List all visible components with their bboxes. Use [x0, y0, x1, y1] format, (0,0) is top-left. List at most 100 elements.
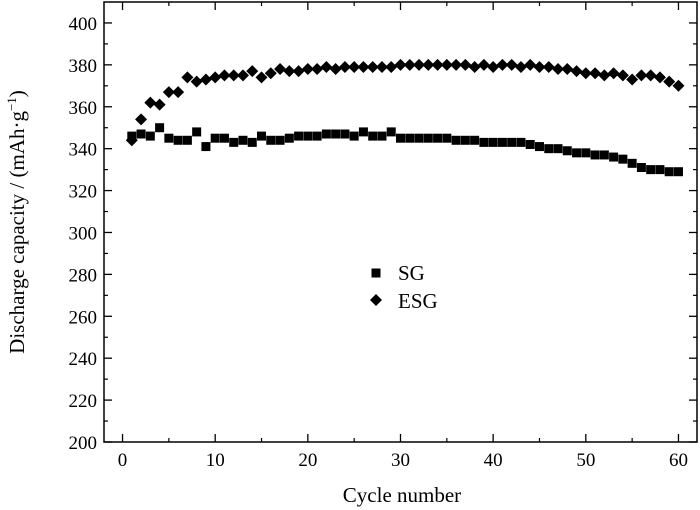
esg-point [236, 69, 249, 82]
esg-point [459, 58, 472, 71]
esg-point [505, 58, 518, 71]
y-tick-label: 220 [69, 391, 98, 412]
esg-point [255, 71, 268, 84]
sg-point [414, 133, 424, 143]
legend: SG ESG [370, 261, 438, 313]
sg-point [377, 131, 387, 141]
sg-point [155, 123, 165, 133]
esg-point [514, 60, 527, 73]
sg-point [284, 133, 294, 143]
esg-point [366, 60, 379, 73]
esg-point [626, 73, 639, 86]
esg-point [264, 67, 277, 80]
esg-point [542, 60, 555, 73]
esg-point [162, 86, 175, 99]
sg-point [673, 167, 683, 177]
sg-point [275, 135, 285, 145]
sg-point [562, 146, 572, 156]
sg-point [664, 167, 674, 177]
sg-point [516, 137, 526, 147]
sg-point [136, 129, 146, 139]
sg-point [229, 137, 239, 147]
esg-point [616, 69, 629, 82]
esg-point [311, 63, 324, 76]
esg-point [644, 69, 657, 82]
sg-point [164, 133, 174, 143]
y-tick-label: 300 [69, 223, 98, 244]
sg-point [442, 133, 452, 143]
esg-point [125, 134, 138, 147]
esg-point [375, 60, 388, 73]
legend-esg-label: ESG [398, 289, 438, 313]
sg-point [201, 142, 211, 152]
esg-point [144, 96, 157, 109]
y-axis-title: Discharge capacity / (mAh·g−1) [4, 90, 29, 354]
x-tick-label: 20 [298, 450, 317, 471]
esg-point [190, 75, 203, 88]
esg-point [477, 58, 490, 71]
sg-point [405, 133, 415, 143]
esg-point [181, 71, 194, 84]
sg-point [627, 158, 637, 168]
legend-sg-marker [371, 268, 381, 278]
sg-point [257, 131, 267, 141]
y-axis-title-close: ) [5, 90, 29, 97]
sg-point [321, 129, 331, 139]
sg-point [145, 131, 155, 141]
esg-point [672, 79, 685, 92]
sg-point [507, 137, 517, 147]
esg-point [329, 63, 342, 76]
axis-ticks [104, 2, 697, 443]
esg-point [440, 58, 453, 71]
esg-point [153, 98, 166, 111]
sg-point [368, 131, 378, 141]
x-tick-label: 10 [206, 450, 225, 471]
esg-point [172, 86, 185, 99]
y-tick-label: 200 [69, 433, 98, 454]
esg-point [274, 63, 287, 76]
sg-point [238, 135, 248, 145]
sg-point [618, 154, 628, 164]
x-tick-label: 30 [391, 450, 410, 471]
esg-point [320, 60, 333, 73]
sg-point [340, 129, 350, 139]
sg-point [553, 144, 563, 154]
y-tick-label: 360 [69, 98, 98, 119]
esg-point [135, 113, 148, 126]
series-sg [127, 123, 683, 177]
sg-point [497, 137, 507, 147]
esg-point [653, 71, 666, 84]
esg-point [227, 69, 240, 82]
sg-point [525, 139, 535, 149]
esg-point [301, 63, 314, 76]
sg-point [294, 131, 304, 141]
x-axis-title: Cycle number [343, 483, 461, 507]
esg-point [413, 58, 426, 71]
sg-point [460, 135, 470, 145]
esg-point [487, 60, 500, 73]
sg-point [303, 131, 313, 141]
x-tick-label: 40 [484, 450, 503, 471]
sg-point [636, 163, 646, 173]
esg-point [607, 67, 620, 80]
y-tick-label: 320 [69, 182, 98, 203]
esg-point [357, 60, 370, 73]
x-tick-label: 60 [669, 450, 688, 471]
y-tick-label: 340 [69, 140, 98, 161]
esg-point [635, 69, 648, 82]
sg-point [312, 131, 322, 141]
esg-point [385, 60, 398, 73]
esg-point [552, 63, 565, 76]
esg-point [589, 67, 602, 80]
sg-point [423, 133, 433, 143]
sg-point [534, 142, 544, 152]
y-axis-title-sup: −1 [4, 97, 19, 111]
sg-point [479, 137, 489, 147]
esg-point [292, 65, 305, 78]
sg-point [192, 127, 202, 137]
sg-point [182, 135, 192, 145]
tick-labels: 0 10 20 30 40 50 60 200 220 240 260 280 300 320 340 360… [69, 14, 688, 471]
sg-point [646, 165, 656, 175]
sg-point [609, 152, 619, 162]
